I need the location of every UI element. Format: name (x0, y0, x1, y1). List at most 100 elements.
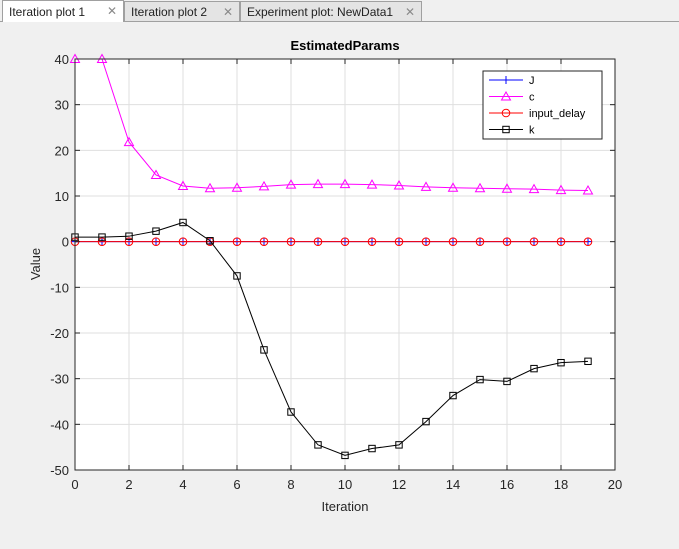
x-tick-label: 2 (125, 477, 132, 492)
data-point-k (422, 417, 430, 426)
data-point-input-delay (232, 237, 242, 246)
chart-svg: 0 2 4 6 8 10 12 14 16 18 20 -50 -40 -30 -20 -10 0 10 20 30 4… (28, 38, 622, 514)
x-tick-label: 8 (287, 477, 294, 492)
tab-experiment-plot[interactable]: Experiment plot: NewData1 ✕ (240, 1, 422, 21)
ticks: 0 2 4 6 8 10 12 14 16 18 20 -50 -40 -30 -20 -10 0 10 20 30 4… (50, 52, 622, 492)
data-point-input-delay (286, 237, 296, 246)
x-tick-label: 14 (446, 477, 460, 492)
data-point-k (152, 227, 160, 235)
figure-panel: 0 2 4 6 8 10 12 14 16 18 20 -50 -40 -30 -20 -10 0 10 20 30 4… (0, 22, 679, 549)
series-k (71, 218, 592, 460)
data-point-k (503, 377, 511, 386)
legend-label-k: k (529, 125, 535, 137)
y-tick-label: -50 (50, 463, 69, 478)
data-point-input-delay (151, 237, 161, 246)
x-axis-label: Iteration (322, 499, 369, 514)
legend-item-k: k (489, 125, 535, 137)
data-point-k (98, 233, 106, 241)
data-point-input-delay (367, 237, 377, 246)
legend-item-input-delay: input_delay (489, 108, 586, 120)
data-point-c (258, 180, 270, 191)
data-point-input-delay (394, 237, 404, 246)
series-line-k (75, 221, 589, 456)
data-point-c (123, 136, 135, 147)
y-tick-label: 0 (62, 235, 69, 250)
data-point-k (233, 272, 241, 280)
x-tick-label: 6 (233, 477, 240, 492)
y-tick-label: 30 (55, 98, 69, 113)
data-point-c (447, 182, 459, 192)
data-point-c (366, 179, 378, 189)
series-layer (69, 53, 594, 460)
data-point-k (368, 444, 376, 453)
data-point-k (557, 358, 565, 367)
chart-title: EstimatedParams (290, 38, 399, 53)
data-point-c (285, 179, 297, 189)
y-tick-label: -10 (50, 280, 69, 295)
data-point-c (393, 179, 405, 190)
x-tick-label: 4 (179, 477, 186, 492)
tab-iteration-plot-2[interactable]: Iteration plot 2 ✕ (124, 1, 240, 21)
tab-iteration-plot-1[interactable]: Iteration plot 1 ✕ (2, 0, 124, 22)
y-tick-label: -40 (50, 417, 69, 432)
data-point-input-delay (556, 237, 566, 246)
data-point-c (339, 178, 351, 189)
data-point-input-delay (583, 237, 593, 246)
x-tick-label: 16 (500, 477, 514, 492)
data-point-k (287, 408, 295, 416)
data-point-k (341, 451, 349, 460)
data-point-c (420, 181, 432, 191)
x-tick-label: 12 (392, 477, 406, 492)
x-tick-label: 18 (554, 477, 568, 492)
data-point-k (314, 441, 322, 449)
data-point-c (204, 182, 216, 193)
data-point-c (177, 180, 189, 190)
data-point-input-delay (502, 237, 512, 246)
data-point-c (555, 184, 567, 195)
y-tick-label: 20 (55, 143, 69, 158)
y-tick-label: 10 (55, 189, 69, 204)
legend-marker-j (502, 76, 510, 84)
legend-label-c: c (529, 92, 535, 104)
tab-label: Iteration plot 2 (131, 4, 208, 19)
tab-bar-divider (0, 21, 679, 22)
tab-bar: Iteration plot 1 ✕ Iteration plot 2 ✕ Ex… (0, 0, 679, 22)
data-point-c (150, 169, 162, 179)
data-point-input-delay (448, 237, 458, 246)
x-tick-label: 20 (608, 477, 622, 492)
data-point-c (474, 182, 486, 193)
data-point-k (179, 218, 187, 227)
x-tick-label: 10 (338, 477, 352, 492)
y-tick-label: -20 (50, 326, 69, 341)
data-point-c (501, 183, 513, 193)
data-point-c (582, 185, 594, 195)
data-point-input-delay (421, 237, 431, 246)
tab-label: Experiment plot: NewData1 (247, 4, 394, 19)
close-icon[interactable]: ✕ (106, 4, 117, 18)
data-point-k (260, 346, 268, 354)
close-icon[interactable]: ✕ (222, 5, 233, 19)
legend-marker-c (500, 90, 512, 101)
data-point-input-delay (529, 237, 539, 246)
legend-box (482, 70, 603, 140)
data-point-c (312, 178, 324, 189)
data-point-c (231, 182, 243, 192)
data-point-input-delay (97, 237, 107, 246)
legend-item-c: c (489, 90, 535, 104)
data-point-input-delay (259, 237, 269, 246)
data-point-k (530, 364, 538, 373)
data-point-k (584, 357, 592, 366)
data-point-input-delay (178, 237, 188, 246)
data-point-k (125, 232, 133, 240)
legend-marker-input-delay (501, 108, 511, 118)
data-point-input-delay (124, 237, 134, 246)
close-icon[interactable]: ✕ (404, 5, 415, 19)
data-point-c (528, 183, 540, 194)
y-tick-label: 40 (55, 52, 69, 67)
legend-label-j: J (529, 75, 535, 87)
data-point-input-delay (475, 237, 485, 246)
data-point-k (395, 441, 403, 449)
tab-label: Iteration plot 1 (9, 4, 86, 19)
legend-item-j: J (489, 75, 535, 87)
